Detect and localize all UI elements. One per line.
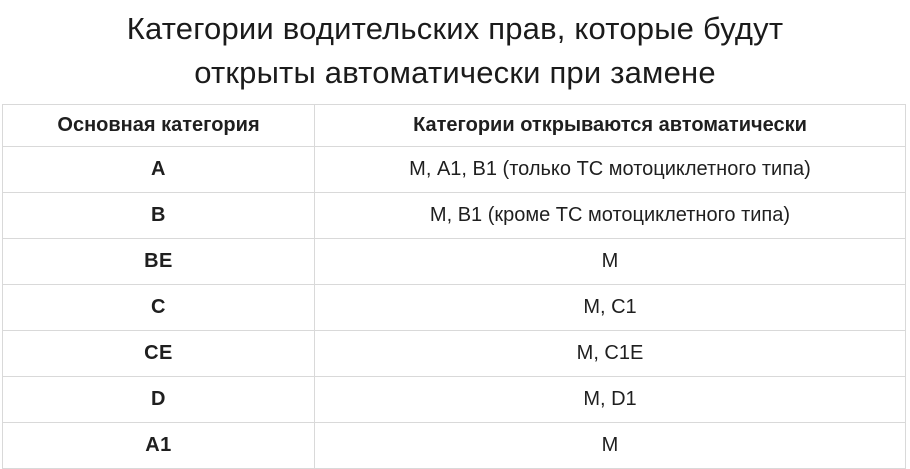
table-body: A М, А1, В1 (только ТС мотоциклетного ти… — [2, 146, 906, 469]
table-header: Основная категория Категории открываются… — [2, 104, 906, 147]
auto-categories-cell: М, D1 — [314, 376, 906, 423]
header-cell-auto-categories: Категории открываются автоматически — [314, 104, 906, 147]
page-title-line-1: Категории водительских прав, которые буд… — [126, 11, 784, 46]
table-row: CE М, С1Е — [2, 330, 906, 377]
category-cell: CE — [2, 330, 315, 377]
table-row: B М, В1 (кроме ТС мотоциклетного типа) — [2, 192, 906, 239]
header-row: Основная категория Категории открываются… — [2, 104, 906, 147]
auto-categories-cell: М, В1 (кроме ТС мотоциклетного типа) — [314, 192, 906, 239]
category-cell: B — [2, 192, 315, 239]
header-cell-main-category: Основная категория — [2, 104, 315, 147]
page-title: Категории водительских прав, которые буд… — [0, 0, 910, 95]
page-title-line-2: открыты автоматически при замене — [194, 55, 716, 90]
license-categories-table: Основная категория Категории открываются… — [2, 104, 906, 469]
category-cell: C — [2, 284, 315, 331]
table-row: D М, D1 — [2, 376, 906, 423]
auto-categories-cell: М — [314, 238, 906, 285]
category-cell: A1 — [2, 422, 315, 469]
auto-categories-cell: М, С1 — [314, 284, 906, 331]
table-row: C М, С1 — [2, 284, 906, 331]
category-cell: D — [2, 376, 315, 423]
table-row: A1 М — [2, 422, 906, 469]
auto-categories-cell: М, А1, В1 (только ТС мотоциклетного типа… — [314, 146, 906, 193]
table-row: BE М — [2, 238, 906, 285]
auto-categories-cell: М — [314, 422, 906, 469]
table-row: A М, А1, В1 (только ТС мотоциклетного ти… — [2, 146, 906, 193]
category-cell: A — [2, 146, 315, 193]
auto-categories-cell: М, С1Е — [314, 330, 906, 377]
category-cell: BE — [2, 238, 315, 285]
